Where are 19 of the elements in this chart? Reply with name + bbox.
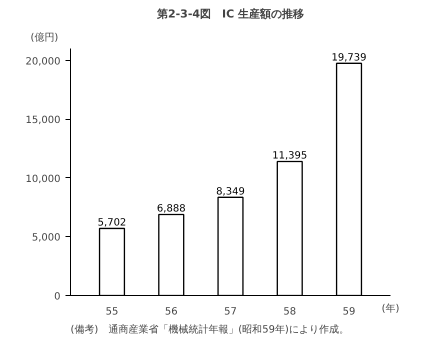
y-tick-label: 5,000	[32, 232, 61, 244]
y-tick-label: 10,000	[26, 174, 61, 185]
data-label: 5,702	[98, 217, 126, 228]
x-tick-label: 59	[342, 306, 356, 318]
x-tick-label: 55	[106, 306, 118, 318]
data-label: 11,395	[272, 150, 308, 162]
y-tick-label: 20,000	[26, 56, 61, 68]
x-axis-title: (年)	[382, 302, 400, 314]
data-label: 8,349	[216, 186, 245, 198]
x-tick-label: 56	[164, 306, 178, 318]
y-axis-title: (億円)	[30, 32, 58, 44]
data-label: 6,888	[156, 203, 186, 214]
y-tick-label: 15,000	[26, 115, 61, 126]
text: (備考) 通商産業省「機械統計年報」(昭和59年)により作成。	[70, 324, 349, 336]
chart-title: 第2-3-4図 IC 生産額の推移	[156, 8, 304, 20]
data-label: 19,739	[332, 52, 367, 64]
x-tick-label: 57	[224, 306, 237, 318]
y-tick-label: 0	[54, 292, 61, 302]
x-tick-label: 58	[283, 306, 296, 318]
